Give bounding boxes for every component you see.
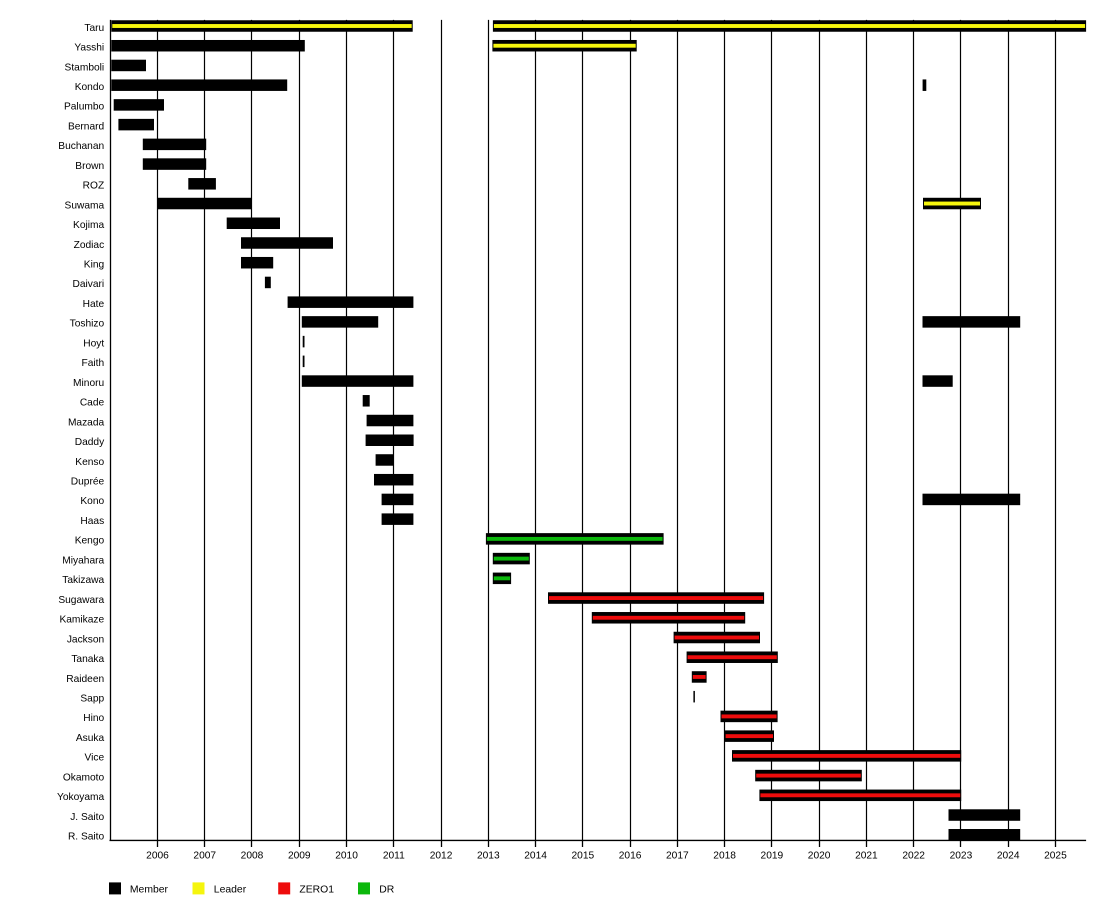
svg-text:Palumbo: Palumbo xyxy=(64,102,105,113)
svg-text:R. Saito: R. Saito xyxy=(68,832,105,843)
svg-text:Suwama: Suwama xyxy=(65,200,105,211)
svg-text:Kono: Kono xyxy=(80,496,104,507)
svg-text:King: King xyxy=(84,260,105,271)
svg-text:2023: 2023 xyxy=(950,850,973,861)
svg-text:Minoru: Minoru xyxy=(73,378,104,389)
svg-text:2020: 2020 xyxy=(808,850,831,861)
svg-text:Taru: Taru xyxy=(84,23,104,34)
svg-text:Mazada: Mazada xyxy=(68,417,105,428)
svg-text:Miyahara: Miyahara xyxy=(62,555,104,566)
svg-text:Yasshi: Yasshi xyxy=(74,43,104,54)
svg-text:Jackson: Jackson xyxy=(67,634,104,645)
svg-text:Kondo: Kondo xyxy=(75,82,105,93)
svg-text:Kamikaze: Kamikaze xyxy=(59,615,104,626)
svg-text:Yokoyama: Yokoyama xyxy=(57,792,105,803)
svg-text:Sapp: Sapp xyxy=(80,693,104,704)
svg-text:Hino: Hino xyxy=(83,713,104,724)
svg-text:2009: 2009 xyxy=(288,850,311,861)
svg-text:Cade: Cade xyxy=(80,398,105,409)
svg-text:DR: DR xyxy=(379,885,395,896)
svg-text:Faith: Faith xyxy=(82,358,105,369)
svg-text:2024: 2024 xyxy=(997,850,1020,861)
svg-text:Okamoto: Okamoto xyxy=(63,772,105,783)
svg-text:Bernard: Bernard xyxy=(68,121,105,132)
svg-text:Leader: Leader xyxy=(214,885,247,896)
svg-text:Duprée: Duprée xyxy=(71,477,105,488)
svg-text:Kenso: Kenso xyxy=(75,457,104,468)
svg-text:Hate: Hate xyxy=(83,299,105,310)
svg-text:2012: 2012 xyxy=(430,850,453,861)
svg-text:Vice: Vice xyxy=(85,753,105,764)
svg-text:Daivari: Daivari xyxy=(72,279,104,290)
svg-text:Haas: Haas xyxy=(80,516,104,527)
svg-text:2015: 2015 xyxy=(572,850,595,861)
svg-text:ROZ: ROZ xyxy=(83,181,105,192)
svg-text:2008: 2008 xyxy=(241,850,264,861)
svg-text:Brown: Brown xyxy=(75,161,104,172)
svg-text:2019: 2019 xyxy=(761,850,784,861)
svg-text:Takizawa: Takizawa xyxy=(62,575,104,586)
svg-text:Buchanan: Buchanan xyxy=(58,141,104,152)
svg-text:2013: 2013 xyxy=(477,850,500,861)
svg-text:2017: 2017 xyxy=(666,850,689,861)
svg-text:2021: 2021 xyxy=(855,850,878,861)
svg-text:2025: 2025 xyxy=(1044,850,1067,861)
svg-text:Toshizo: Toshizo xyxy=(70,319,105,330)
svg-text:Daddy: Daddy xyxy=(75,437,105,448)
svg-text:J. Saito: J. Saito xyxy=(70,812,104,823)
svg-text:Stamboli: Stamboli xyxy=(65,62,105,73)
svg-text:Member: Member xyxy=(130,885,169,896)
svg-text:2016: 2016 xyxy=(619,850,642,861)
svg-text:ZERO1: ZERO1 xyxy=(299,885,334,896)
svg-text:Kojima: Kojima xyxy=(73,220,104,231)
svg-text:2010: 2010 xyxy=(335,850,358,861)
svg-text:2006: 2006 xyxy=(146,850,169,861)
svg-text:2011: 2011 xyxy=(383,850,405,861)
svg-text:2018: 2018 xyxy=(713,850,736,861)
svg-text:2022: 2022 xyxy=(902,850,925,861)
svg-text:Zodiac: Zodiac xyxy=(74,240,105,251)
svg-text:Asuka: Asuka xyxy=(76,733,105,744)
svg-text:2007: 2007 xyxy=(193,850,216,861)
svg-text:2014: 2014 xyxy=(524,850,547,861)
svg-text:Sugawara: Sugawara xyxy=(58,595,104,606)
svg-text:Kengo: Kengo xyxy=(75,536,105,547)
svg-text:Tanaka: Tanaka xyxy=(71,654,104,665)
svg-text:Raideen: Raideen xyxy=(66,674,104,685)
svg-text:Hoyt: Hoyt xyxy=(83,338,104,349)
